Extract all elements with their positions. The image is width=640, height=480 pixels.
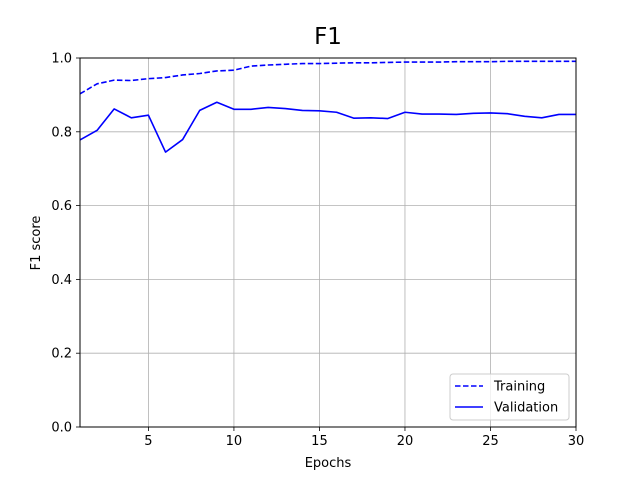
y-tick-label: 0.8 bbox=[51, 125, 72, 140]
chart-title: F1 bbox=[314, 24, 342, 50]
y-tick-label: 0.6 bbox=[51, 199, 72, 214]
y-tick-label: 0.4 bbox=[51, 273, 72, 288]
legend-label-validation: Validation bbox=[494, 401, 558, 416]
x-tick-label: 25 bbox=[482, 434, 499, 449]
legend-label-training: Training bbox=[493, 380, 545, 395]
x-tick-label: 10 bbox=[226, 434, 243, 449]
y-tick-label: 0.2 bbox=[51, 347, 72, 362]
series-layer bbox=[79, 60, 576, 153]
x-tick-label: 30 bbox=[568, 434, 585, 449]
x-tick-label: 5 bbox=[144, 434, 152, 449]
x-axis-label: Epochs bbox=[305, 456, 352, 471]
y-tick-label: 1.0 bbox=[51, 52, 72, 67]
x-tick-label: 15 bbox=[311, 434, 328, 449]
tick-layer: 5 10 15 20 25 30 0.0 0.2 0.4 0.6 0.8 1.0 bbox=[51, 52, 584, 450]
x-tick-label: 20 bbox=[397, 434, 414, 449]
y-tick-label: 0.0 bbox=[51, 421, 72, 436]
legend: Training Validation bbox=[449, 373, 570, 421]
series-line-training bbox=[79, 60, 576, 95]
y-axis-label: F1 score bbox=[29, 216, 44, 271]
plot-frame bbox=[79, 57, 577, 428]
series-line-validation bbox=[79, 101, 576, 153]
